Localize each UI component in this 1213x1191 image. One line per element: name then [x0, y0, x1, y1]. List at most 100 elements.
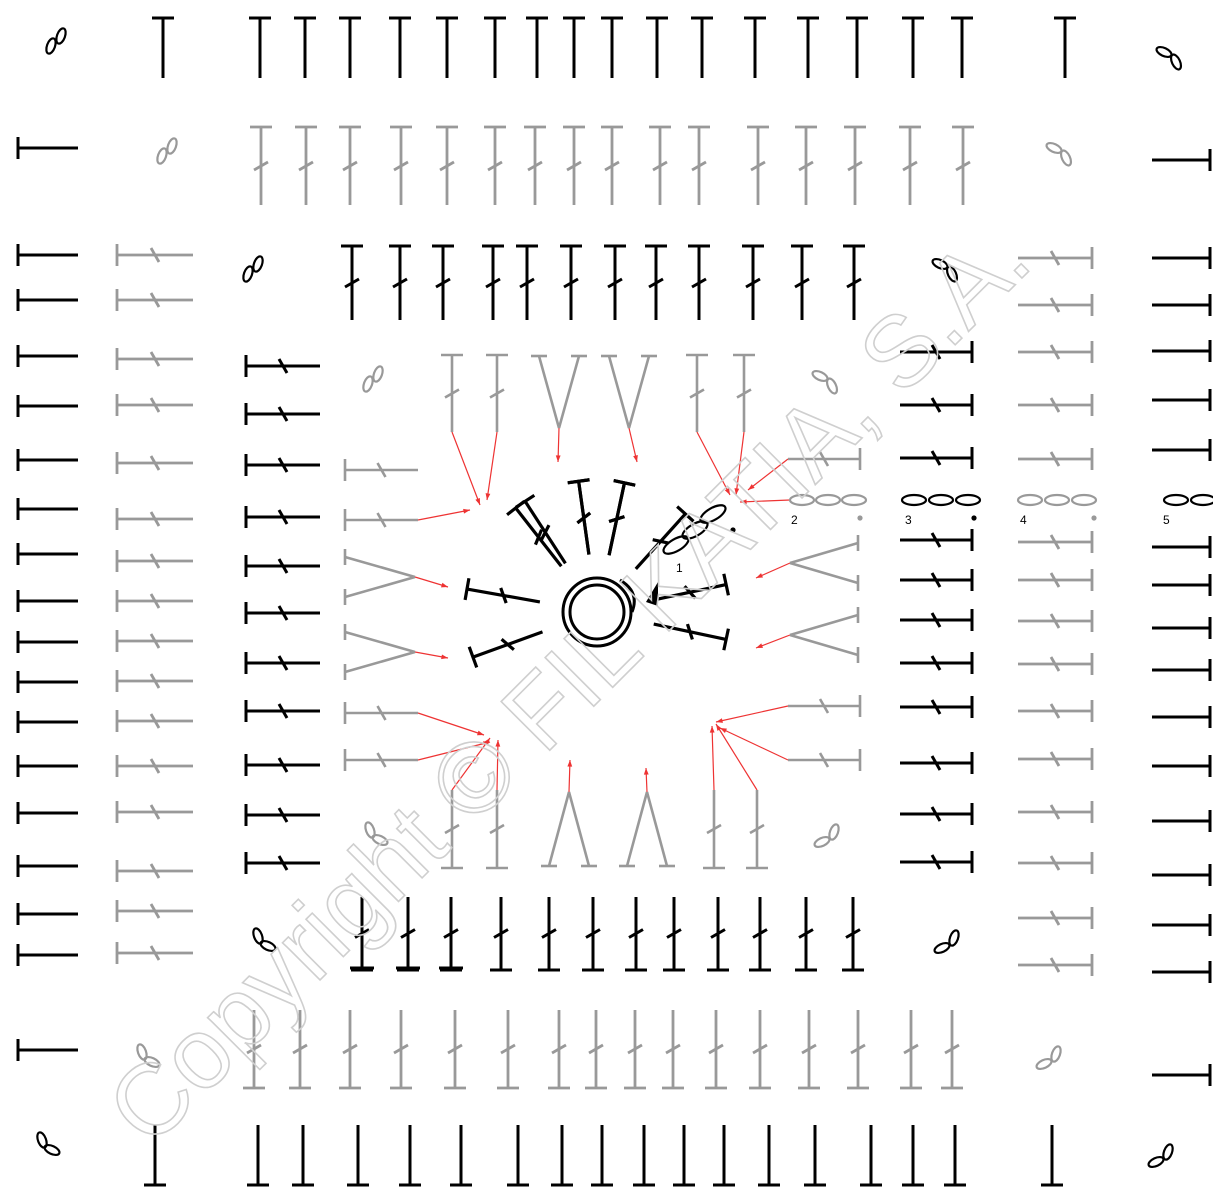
round-3-double-crochet — [900, 529, 974, 551]
round-4-double-crochet — [795, 125, 817, 205]
corner-chain-pair — [45, 27, 67, 55]
round-5-double-crochet — [1152, 1064, 1212, 1086]
corner-chain-pair — [933, 929, 960, 955]
stitch-slash — [708, 1043, 724, 1055]
arrow-head-icon — [441, 582, 448, 588]
round-3-double-crochet — [663, 897, 685, 972]
arrow-head-icon — [709, 726, 715, 733]
round-4-double-crochet — [115, 348, 193, 370]
corner-chain-pair — [1035, 1045, 1062, 1071]
round-4-double-crochet — [115, 508, 193, 530]
stitch-slash — [149, 397, 161, 413]
stitch-slash — [1049, 451, 1061, 467]
v-stitch-right-leg — [627, 355, 651, 429]
round-5-double-crochet — [526, 16, 548, 78]
stitch-slash — [1049, 297, 1061, 313]
round-5-double-crochet — [1152, 810, 1212, 832]
arrow-head-icon — [633, 455, 638, 462]
stitch-slash — [652, 538, 669, 545]
round-5-double-crochet — [944, 1125, 966, 1187]
round-4-double-crochet — [115, 590, 193, 612]
stitch-slash — [930, 854, 942, 870]
v-stitch-left-leg — [537, 355, 561, 429]
stitch-slash — [376, 752, 387, 768]
round-4-double-crochet — [115, 452, 193, 474]
stitch-slash — [489, 388, 505, 399]
round-4-double-crochet — [115, 942, 193, 964]
round-5-double-crochet — [399, 1125, 421, 1187]
stitch-slash — [277, 457, 289, 473]
round-2-double-crochet — [343, 509, 418, 531]
stitch-slash — [666, 928, 682, 939]
round-3-double-crochet — [490, 897, 512, 972]
round-2-double-crochet — [343, 459, 418, 481]
stitch-slash — [485, 277, 501, 289]
stitch-slash — [1049, 703, 1061, 719]
round-5-double-crochet — [1152, 755, 1212, 777]
v-stitch — [619, 791, 675, 868]
stitch-slash — [149, 804, 161, 820]
round-5-double-crochet — [16, 345, 78, 367]
round-5-double-crochet — [16, 543, 78, 565]
round-3-double-crochet — [351, 897, 373, 972]
chain-icon — [1035, 1057, 1053, 1071]
arrow-head-icon — [756, 573, 763, 578]
stitch-slash — [930, 397, 942, 413]
stitch-slash — [277, 855, 289, 871]
round-3-double-crochet — [625, 897, 647, 972]
stitch-slash — [435, 277, 451, 289]
chain-icon — [933, 941, 951, 955]
stitch-slash — [400, 928, 416, 939]
round-4-double-crochet — [484, 125, 506, 205]
round-5-double-crochet — [16, 1039, 78, 1061]
round-3-chain-icon — [900, 493, 928, 507]
stitch-slash — [277, 703, 289, 719]
round-5-double-crochet — [1152, 294, 1212, 316]
round-3-double-crochet — [900, 752, 974, 774]
round-1-double-crochet — [634, 505, 695, 570]
stitch-slash — [292, 1043, 308, 1055]
round-5-chain-icon — [1162, 493, 1190, 507]
round-3-double-crochet — [795, 897, 817, 972]
stitch-crossbar — [567, 478, 590, 485]
round-5-double-crochet — [563, 16, 585, 78]
stitch-slash — [149, 247, 161, 263]
arrow-head-icon — [720, 728, 727, 733]
stitch-slash — [608, 515, 625, 524]
stitch-slash — [566, 160, 582, 172]
round-4-double-crochet — [900, 1010, 922, 1090]
stitch-slash — [376, 512, 387, 528]
stitch-slash — [540, 524, 551, 541]
round-5-double-crochet — [846, 16, 868, 78]
round-5-double-crochet — [450, 1125, 472, 1187]
round-5-double-crochet — [1152, 389, 1212, 411]
stitch-arrow — [734, 431, 745, 496]
v-stitch-right-leg — [789, 561, 859, 585]
stitch-slash — [750, 160, 766, 172]
chain-icon — [1169, 53, 1183, 71]
v-stitch — [343, 624, 416, 680]
round-4-double-crochet — [1018, 569, 1094, 591]
stitch-slash — [354, 928, 370, 939]
round-3-double-crochet — [791, 244, 813, 320]
round-4-double-crochet — [1018, 954, 1094, 976]
round-5-double-crochet — [152, 16, 174, 78]
arrow-head-icon — [724, 488, 730, 495]
stitch-slash — [1049, 344, 1061, 360]
round-4-double-crochet — [390, 1010, 412, 1090]
chain-icon — [828, 823, 840, 841]
round-3-double-crochet — [900, 851, 974, 873]
round-4-double-crochet — [115, 630, 193, 652]
corner-chain-pair — [252, 927, 277, 953]
round-4-double-crochet — [115, 801, 193, 823]
round-4-double-crochet — [436, 125, 458, 205]
stitch-slash — [930, 806, 942, 822]
round-4-double-crochet — [798, 1010, 820, 1090]
stitch-slash — [149, 593, 161, 609]
round-3-double-crochet — [244, 403, 320, 425]
stitch-slash — [588, 1043, 604, 1055]
round-3-double-crochet — [749, 897, 771, 972]
stitch-arrow — [696, 431, 731, 496]
corner-chain-pair — [811, 369, 839, 395]
round-4-double-crochet — [115, 860, 193, 882]
